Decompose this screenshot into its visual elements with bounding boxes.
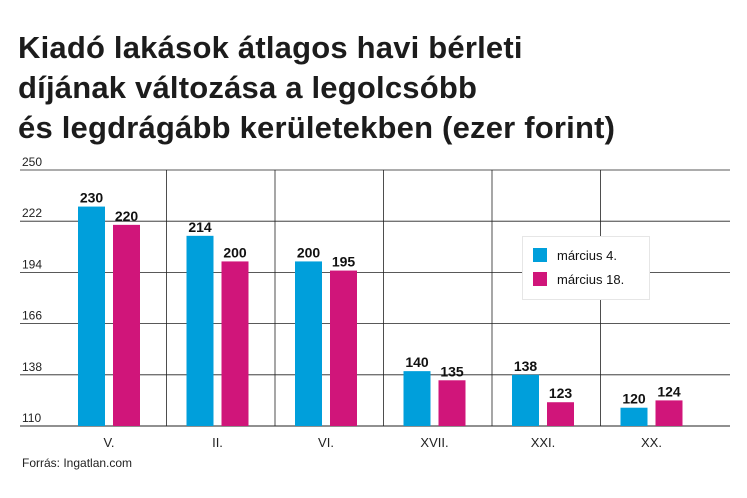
bar bbox=[295, 261, 322, 426]
legend-label-series-1: március 4. bbox=[557, 247, 617, 263]
source-note: Forrás: Ingatlan.com bbox=[22, 456, 133, 470]
bar bbox=[330, 270, 357, 426]
y-tick-label: 250 bbox=[22, 155, 42, 169]
bar bbox=[620, 407, 648, 426]
chart-title: Kiadó lakások átlagos havi bérleti díján… bbox=[18, 28, 733, 148]
y-tick-label: 138 bbox=[22, 360, 42, 374]
data-label: 140 bbox=[405, 354, 429, 370]
y-tick-label: 166 bbox=[22, 309, 42, 323]
bar bbox=[78, 206, 105, 426]
data-label: 124 bbox=[657, 383, 681, 399]
bar bbox=[438, 380, 466, 426]
title-line-3: és legdrágább kerületekben (ezer forint) bbox=[18, 110, 616, 145]
data-label: 120 bbox=[622, 391, 646, 407]
x-tick-label: XVII. bbox=[420, 435, 448, 450]
data-label: 138 bbox=[514, 358, 538, 374]
y-tick-label: 194 bbox=[22, 257, 42, 271]
data-label: 123 bbox=[549, 385, 573, 401]
data-label: 230 bbox=[80, 190, 104, 206]
bar bbox=[547, 402, 574, 426]
x-tick-label: XX. bbox=[641, 435, 662, 450]
bar bbox=[655, 400, 683, 426]
chart-legend: március 4. március 18. bbox=[522, 236, 650, 300]
y-tick-label: 222 bbox=[22, 206, 42, 220]
x-tick-label: XXI. bbox=[531, 435, 556, 450]
legend-item-series-1: március 4. bbox=[533, 245, 617, 265]
data-label: 200 bbox=[297, 244, 321, 260]
bar bbox=[512, 374, 539, 426]
legend-item-series-2: március 18. bbox=[533, 269, 624, 289]
bar bbox=[221, 261, 249, 426]
x-tick-label: II. bbox=[212, 435, 223, 450]
legend-swatch-series-1 bbox=[533, 248, 547, 262]
legend-label-series-2: március 18. bbox=[557, 271, 625, 287]
y-tick-label: 110 bbox=[22, 411, 41, 425]
title-line-2: díjának változása a legolcsóbb bbox=[18, 70, 478, 105]
data-label: 220 bbox=[115, 208, 139, 224]
title-line-1: Kiadó lakások átlagos havi bérleti bbox=[18, 30, 523, 65]
x-tick-label: VI. bbox=[318, 435, 334, 450]
legend-swatch-series-2 bbox=[533, 272, 547, 286]
data-label: 135 bbox=[440, 363, 464, 379]
x-tick-label: V. bbox=[103, 435, 114, 450]
data-label: 195 bbox=[332, 254, 356, 270]
bar bbox=[186, 235, 214, 426]
bar bbox=[403, 371, 431, 426]
data-label: 200 bbox=[223, 244, 247, 260]
data-label: 214 bbox=[188, 219, 212, 235]
bar bbox=[113, 224, 140, 426]
